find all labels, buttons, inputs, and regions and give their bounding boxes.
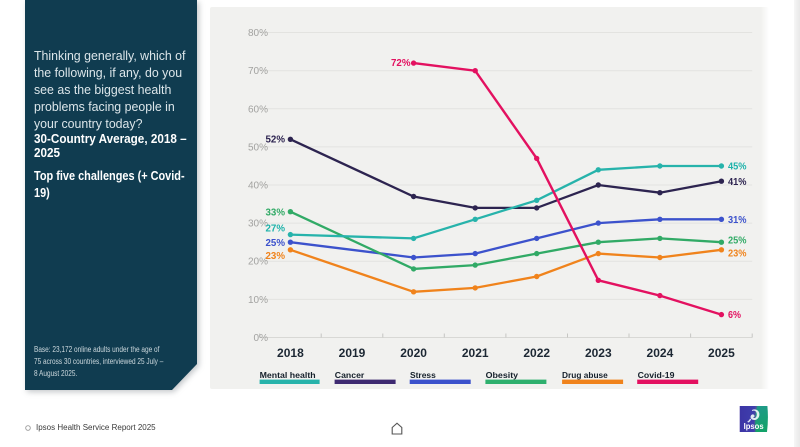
svg-text:Cancer: Cancer xyxy=(335,370,365,380)
svg-text:2025: 2025 xyxy=(708,346,735,360)
svg-text:33%: 33% xyxy=(266,207,286,218)
svg-text:0%: 0% xyxy=(254,333,269,344)
svg-text:31%: 31% xyxy=(728,215,747,226)
svg-text:20%: 20% xyxy=(248,257,268,268)
svg-text:Covid-19: Covid-19 xyxy=(638,370,675,380)
svg-text:2020: 2020 xyxy=(400,346,427,360)
svg-text:72%: 72% xyxy=(391,58,411,69)
svg-text:23%: 23% xyxy=(266,251,286,262)
svg-text:2021: 2021 xyxy=(462,346,489,360)
svg-text:25%: 25% xyxy=(728,236,747,247)
svg-text:2024: 2024 xyxy=(647,346,674,360)
svg-text:Drug abuse: Drug abuse xyxy=(562,370,608,380)
svg-text:2019: 2019 xyxy=(339,346,366,360)
svg-text:70%: 70% xyxy=(248,66,268,77)
svg-text:2018: 2018 xyxy=(277,346,304,360)
svg-text:60%: 60% xyxy=(248,104,268,115)
svg-text:10%: 10% xyxy=(248,295,268,306)
svg-text:52%: 52% xyxy=(266,135,286,146)
svg-text:Stress: Stress xyxy=(410,370,436,380)
svg-text:41%: 41% xyxy=(728,177,747,188)
svg-text:23%: 23% xyxy=(728,249,747,260)
svg-text:80%: 80% xyxy=(248,28,268,39)
svg-text:Mental health: Mental health xyxy=(260,370,316,380)
svg-text:30%: 30% xyxy=(248,219,268,230)
svg-text:6%: 6% xyxy=(728,310,741,321)
svg-text:25%: 25% xyxy=(266,238,286,249)
svg-text:50%: 50% xyxy=(248,142,268,153)
svg-text:2023: 2023 xyxy=(585,346,612,360)
svg-text:40%: 40% xyxy=(248,181,268,192)
svg-text:2022: 2022 xyxy=(523,346,550,360)
svg-text:Obesity: Obesity xyxy=(486,370,519,380)
svg-text:45%: 45% xyxy=(728,162,747,173)
svg-text:27%: 27% xyxy=(266,224,286,235)
svg-text:Ipsos: Ipsos xyxy=(744,421,764,431)
